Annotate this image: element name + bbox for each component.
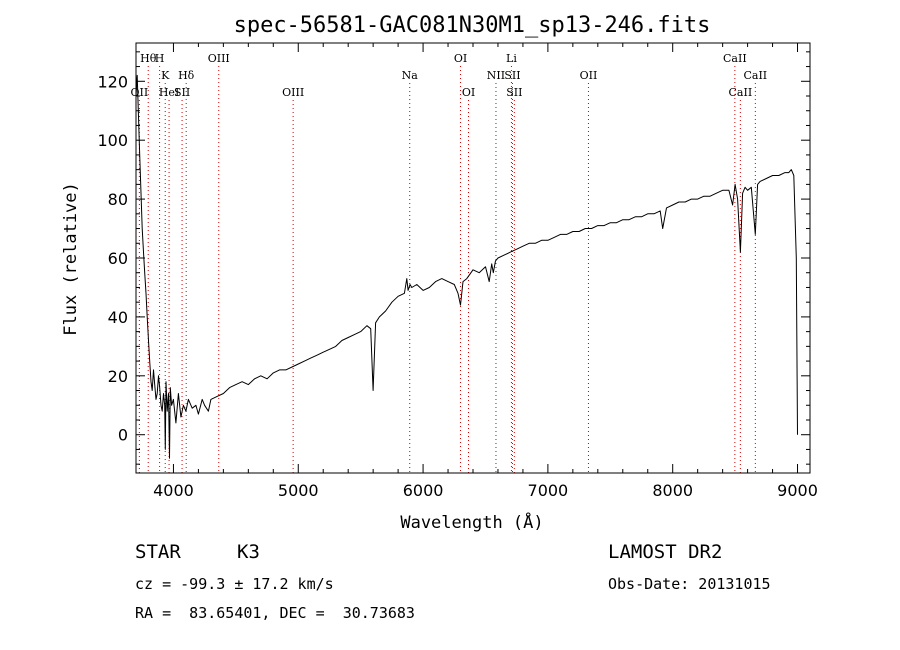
marker-label: NII bbox=[487, 69, 505, 82]
marker-label: SII bbox=[504, 69, 520, 82]
marker-label: HeI bbox=[159, 86, 179, 99]
marker-label: SII bbox=[506, 86, 522, 99]
y-tick-label: 80 bbox=[108, 190, 128, 209]
marker-label: OII bbox=[580, 69, 598, 82]
x-tick-label: 7000 bbox=[528, 481, 569, 500]
coordinates: RA = 83.65401, DEC = 30.73683 bbox=[135, 604, 415, 622]
axis-ticks: 4000 5000 6000 7000 8000 9000 0 20 40 60 80 100 120 bbox=[97, 43, 818, 500]
marker-label: OI bbox=[462, 86, 475, 99]
y-tick-label: 20 bbox=[108, 367, 128, 386]
chart-title: spec-56581-GAC081N30M1_sp13-246.fits bbox=[234, 13, 711, 38]
x-tick-label: 8000 bbox=[652, 481, 693, 500]
marker-label: H bbox=[155, 52, 165, 65]
spectrum-line bbox=[135, 74, 798, 459]
x-tick-label: 4000 bbox=[153, 481, 194, 500]
marker-label: SII bbox=[174, 86, 190, 99]
marker-label: OIII bbox=[208, 52, 230, 65]
redshift-info: cz = -99.3 ± 17.2 km/s bbox=[135, 575, 334, 593]
object-type: STAR bbox=[135, 541, 181, 563]
marker-label: K bbox=[161, 69, 170, 82]
marker-label: Na bbox=[402, 69, 419, 82]
y-tick-label: 100 bbox=[97, 131, 128, 150]
plot-frame bbox=[135, 42, 811, 474]
survey-name: LAMOST DR2 bbox=[608, 541, 723, 563]
x-tick-label: 6000 bbox=[403, 481, 444, 500]
marker-label: CaII bbox=[729, 86, 753, 99]
y-tick-label: 60 bbox=[108, 249, 128, 268]
x-tick-label: 9000 bbox=[777, 481, 818, 500]
marker-label: OI bbox=[454, 52, 467, 65]
marker-label: CaII bbox=[743, 69, 767, 82]
x-tick-label: 5000 bbox=[278, 481, 319, 500]
marker-label: CaII bbox=[723, 52, 747, 65]
marker-label: OII bbox=[131, 86, 149, 99]
marker-label: Hθ bbox=[140, 52, 157, 65]
y-tick-label: 0 bbox=[118, 426, 128, 445]
object-subclass: K3 bbox=[237, 541, 260, 563]
y-axis-label: Flux (relative) bbox=[61, 182, 81, 336]
marker-label: Li bbox=[506, 52, 517, 65]
marker-label: OIII bbox=[282, 86, 304, 99]
marker-label: Hδ bbox=[178, 69, 195, 82]
series-layer bbox=[135, 74, 798, 459]
y-tick-label: 120 bbox=[97, 72, 128, 91]
obs-date: Obs-Date: 20131015 bbox=[608, 575, 771, 593]
y-tick-label: 40 bbox=[108, 308, 128, 327]
x-axis-label: Wavelength (Å) bbox=[400, 511, 543, 533]
